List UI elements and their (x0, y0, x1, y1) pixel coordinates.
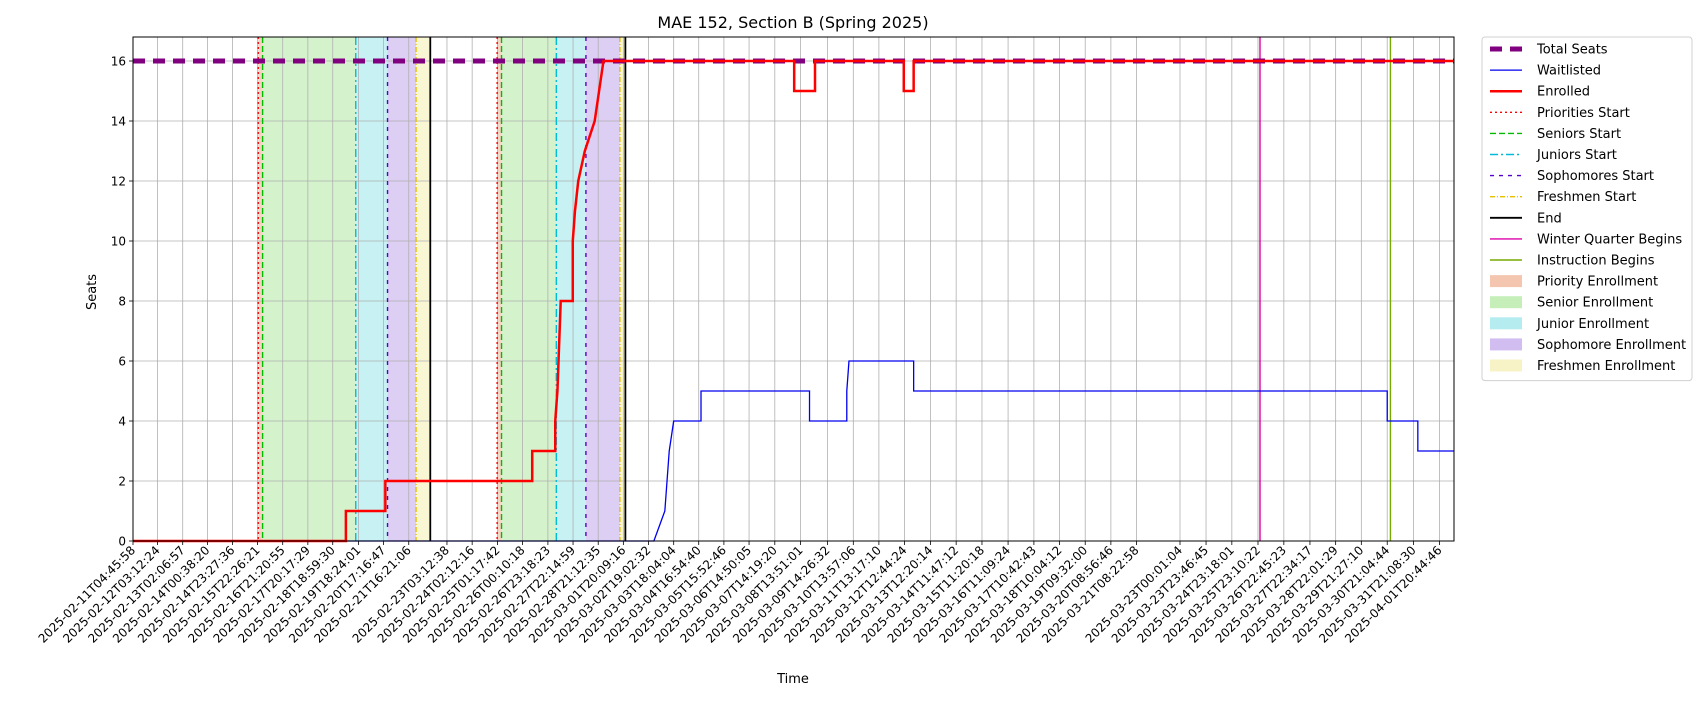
series-enrolled (133, 59, 1454, 543)
legend-freshmen-start-label: Freshmen Start (1537, 190, 1636, 205)
span-senior-enrollment (262, 37, 356, 541)
legend: Total Seats Waitlisted Enrolled Priorities … (1481, 36, 1693, 382)
event-lines (257, 37, 1392, 541)
legend-priority-enrollment-swatch (1490, 275, 1522, 288)
y-tick-label: 2 (118, 475, 126, 489)
legend-freshmen-enrollment-label: Freshmen Enrollment (1537, 359, 1675, 374)
grid (132, 37, 1454, 542)
series-lines (133, 58, 1454, 543)
y-tick-label: 8 (118, 295, 126, 309)
x-axis-label: Time (776, 672, 809, 687)
span-junior-enrollment (355, 37, 388, 541)
span-junior-enrollment (556, 37, 586, 541)
span-sophomore-enrollment (387, 37, 417, 541)
y-tick-label: 16 (111, 55, 126, 69)
legend-sophomores-start-label: Sophomores Start (1537, 169, 1654, 184)
y-tick-label: 12 (111, 175, 126, 189)
enrollment-spans (258, 37, 626, 541)
y-tick-label: 6 (118, 355, 126, 369)
legend-junior-enrollment-swatch (1490, 317, 1522, 330)
legend-priority-enrollment-label: Priority Enrollment (1537, 275, 1658, 290)
y-tick-label: 4 (118, 415, 126, 429)
x-ticks: 2025-02-11T04:45:582025-02-12T03:12:2420… (36, 541, 1445, 646)
legend-enrolled-label: Enrolled (1537, 85, 1590, 100)
legend-end-label: End (1537, 211, 1562, 226)
legend-seniors-start-label: Seniors Start (1537, 127, 1621, 142)
legend-juniors-start-label: Juniors Start (1536, 148, 1617, 163)
legend-senior-enrollment-swatch (1490, 296, 1522, 309)
legend-freshmen-enrollment-swatch (1490, 359, 1522, 372)
y-tick-label: 14 (111, 115, 126, 129)
legend-senior-enrollment-label: Senior Enrollment (1537, 296, 1653, 311)
span-priority-enrollment (258, 37, 263, 541)
legend-instruction-begins-label: Instruction Begins (1537, 254, 1655, 269)
span-priority-enrollment (497, 37, 502, 541)
legend-waitlisted-label: Waitlisted (1537, 64, 1601, 79)
y-tick-label: 0 (118, 535, 126, 549)
axes-frame (132, 36, 1455, 542)
span-freshmen-enrollment (416, 37, 431, 541)
span-freshmen-enrollment (619, 37, 626, 541)
y-axis-label: Seats (85, 274, 100, 310)
legend-junior-enrollment-label: Junior Enrollment (1536, 317, 1649, 332)
legend-box (1481, 36, 1693, 382)
legend-priorities-start-label: Priorities Start (1537, 106, 1630, 121)
legend-total-seats-label: Total Seats (1536, 43, 1608, 58)
legend-sophomore-enrollment-label: Sophomore Enrollment (1537, 338, 1686, 353)
series-waitlisted (133, 360, 1454, 542)
chart-title: MAE 152, Section B (Spring 2025) (657, 13, 928, 32)
legend-winter-quarter-begins-label: Winter Quarter Begins (1537, 232, 1682, 247)
plot-frame (132, 36, 1455, 542)
span-sophomore-enrollment (585, 37, 620, 541)
y-tick-label: 10 (111, 235, 126, 249)
y-ticks: 0 2 4 6 8 10 12 14 16 (111, 55, 133, 549)
legend-sophomore-enrollment-swatch (1490, 338, 1522, 351)
